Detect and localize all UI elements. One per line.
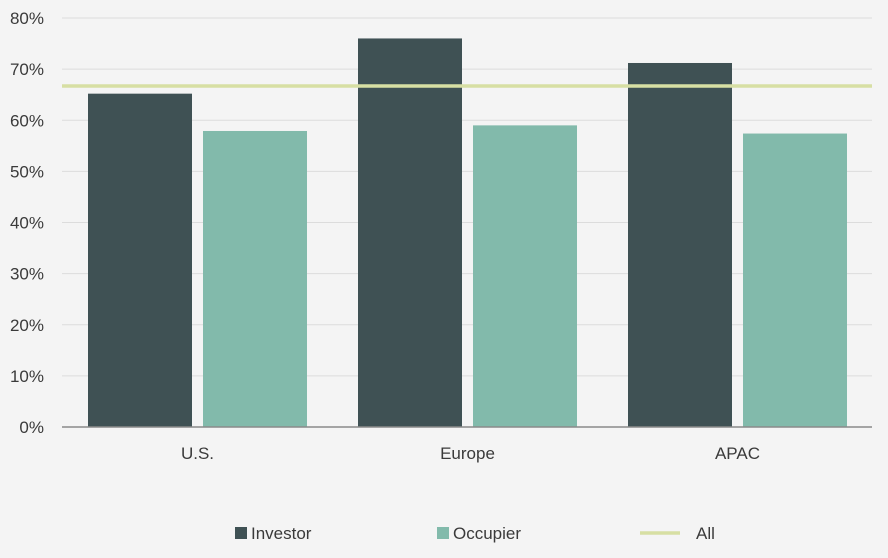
x-category-label: U.S. — [181, 444, 214, 463]
y-tick-label: 40% — [10, 214, 44, 233]
bar-investor-europe — [358, 38, 462, 427]
legend: Investor Occupier All — [235, 524, 715, 543]
gridlines — [62, 17, 872, 377]
legend-swatch-occupier — [437, 527, 449, 539]
x-axis-categories: U.S. Europe APAC — [181, 444, 760, 463]
legend-label-all: All — [696, 524, 715, 543]
y-tick-label: 20% — [10, 316, 44, 335]
bar-occupier-apac — [743, 133, 847, 428]
y-tick-label: 30% — [10, 265, 44, 284]
x-category-label: APAC — [715, 444, 760, 463]
bar-investor-us — [88, 93, 192, 427]
legend-label-investor: Investor — [251, 524, 312, 543]
y-tick-label: 10% — [10, 367, 44, 386]
bar-occupier-us — [203, 130, 307, 427]
y-tick-label: 70% — [10, 60, 44, 79]
y-axis-ticks: 0% 10% 20% 30% 40% 50% 60% 70% 80% — [10, 9, 44, 437]
bar-occupier-europe — [473, 125, 577, 428]
y-tick-label: 80% — [10, 9, 44, 28]
y-tick-label: 60% — [10, 111, 44, 130]
x-category-label: Europe — [440, 444, 495, 463]
y-tick-label: 50% — [10, 162, 44, 181]
bar-investor-apac — [628, 62, 732, 428]
y-tick-label: 0% — [19, 418, 44, 437]
legend-swatch-investor — [235, 527, 247, 539]
bars — [88, 38, 847, 428]
legend-label-occupier: Occupier — [453, 524, 521, 543]
